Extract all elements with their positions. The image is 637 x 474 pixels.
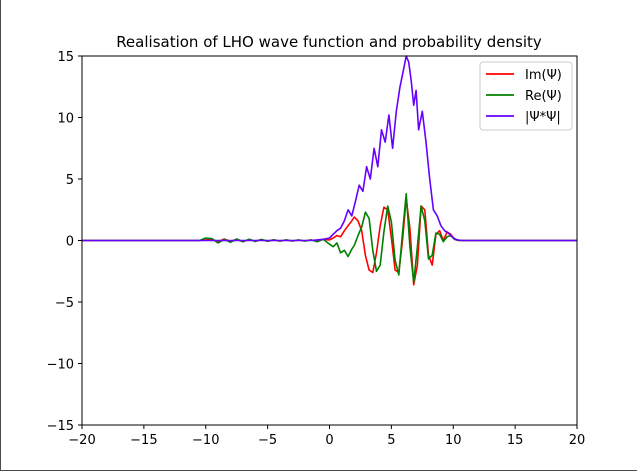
y-tick-label: 15: [57, 50, 74, 65]
series-line-2: [82, 55, 577, 242]
series-layer: [82, 55, 577, 286]
legend: Im(Ψ) Re(Ψ) |Ψ*Ψ|: [479, 61, 573, 131]
y-axis: 15 10 5 0 −5 −10 −15: [47, 50, 82, 434]
x-axis: −20 −15 −10 −5 0 5 10 15 20: [68, 425, 585, 448]
x-tick-label: −5: [258, 433, 277, 448]
x-tick-label: 0: [325, 433, 333, 448]
series-line-1: [82, 193, 577, 284]
y-tick-label: 10: [57, 112, 74, 127]
legend-label-2: |Ψ*Ψ|: [525, 110, 561, 125]
x-tick-label: 5: [387, 433, 395, 448]
x-tick-label: −10: [192, 433, 219, 448]
y-tick-label: 0: [66, 235, 74, 250]
chart-title: Realisation of LHO wave function and pro…: [116, 33, 542, 51]
x-tick-label: −20: [68, 433, 95, 448]
legend-label-1: Re(Ψ): [525, 89, 562, 104]
y-tick-label: 5: [66, 173, 74, 188]
x-tick-label: 15: [507, 433, 524, 448]
legend-box: [479, 61, 573, 131]
y-tick-label: −15: [47, 419, 74, 434]
y-tick-label: −10: [47, 358, 74, 373]
x-tick-label: 10: [445, 433, 462, 448]
legend-label-0: Im(Ψ): [525, 68, 562, 83]
x-tick-label: 20: [569, 433, 586, 448]
x-tick-label: −15: [130, 433, 157, 448]
y-tick-label: −5: [55, 296, 74, 311]
